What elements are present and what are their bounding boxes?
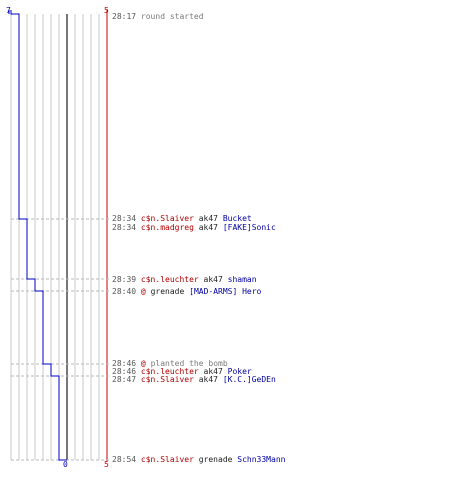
- event-time: 28:54: [112, 455, 137, 464]
- alive-point: [10, 13, 12, 15]
- event-time: 28:17: [112, 12, 137, 21]
- event-victim: Bucket: [222, 214, 252, 223]
- event-weapon: ak47: [203, 275, 223, 284]
- event-victim: Poker: [227, 367, 252, 376]
- left-axis-top-label: 7: [6, 6, 11, 15]
- event-time: 28:34: [112, 223, 137, 232]
- event-killer: c$n.madgreg: [140, 223, 194, 232]
- event-row: 28:17 round started: [112, 12, 204, 21]
- event-weapon: grenade: [198, 455, 233, 464]
- event-row: 28:34 c$n.madgreg ak47 [FAKE]Sonic: [112, 223, 276, 232]
- event-killer: @: [140, 359, 146, 368]
- event-killer: @: [140, 287, 146, 296]
- alive-point: [50, 375, 52, 377]
- event-message: planted the bomb: [150, 359, 228, 368]
- event-victim: Schn33Mann: [237, 455, 286, 464]
- event-row: 28:54 c$n.Slaiver grenade Schn33Mann: [112, 455, 285, 464]
- event-time: 28:39: [112, 275, 137, 284]
- chart-grid: [8, 10, 108, 462]
- event-killer: c$n.leuchter: [140, 275, 199, 284]
- event-killer: c$n.Slaiver: [140, 214, 194, 223]
- alive-point: [26, 278, 28, 280]
- event-weapon: ak47: [198, 223, 218, 232]
- right-axis-top-label: 5: [104, 6, 109, 15]
- alive-point: [42, 363, 44, 365]
- event-weapon: ak47: [198, 214, 218, 223]
- alive-point: [34, 290, 36, 292]
- event-row: 28:46 c$n.leuchter ak47 Poker: [112, 367, 252, 376]
- right-axis-bottom-label: 5: [104, 460, 109, 469]
- event-victim: [FAKE]Sonic: [222, 223, 276, 232]
- event-victim: shaman: [227, 275, 257, 284]
- alive-point: [18, 218, 20, 220]
- event-time: 28:46: [112, 367, 137, 376]
- event-message: round started: [140, 12, 204, 21]
- event-row: 28:40 @ grenade [MAD-ARMS] Hero: [112, 287, 261, 296]
- event-row: 28:39 c$n.leuchter ak47 shaman: [112, 275, 257, 284]
- event-weapon: ak47: [198, 375, 218, 384]
- alive-series: [10, 10, 67, 461]
- left-axis-bottom-label: 0: [63, 460, 68, 469]
- event-victim: [K.C.]GeDEn: [222, 375, 276, 384]
- event-time: 28:40: [112, 287, 137, 296]
- event-killer: c$n.Slaiver: [140, 375, 194, 384]
- event-killer: c$n.Slaiver: [140, 455, 194, 464]
- event-time: 28:46: [112, 359, 137, 368]
- event-time: 28:34: [112, 214, 137, 223]
- event-row: 28:46 @ planted the bomb: [112, 359, 228, 368]
- alive-point: [58, 459, 60, 461]
- event-row: 28:34 c$n.Slaiver ak47 Bucket: [112, 214, 252, 223]
- event-row: 28:47 c$n.Slaiver ak47 [K.C.]GeDEn: [112, 375, 276, 384]
- event-weapon: ak47: [203, 367, 223, 376]
- event-time: 28:47: [112, 375, 137, 384]
- event-weapon: grenade: [150, 287, 185, 296]
- event-killer: c$n.leuchter: [140, 367, 199, 376]
- event-victim: [MAD-ARMS] Hero: [189, 287, 262, 296]
